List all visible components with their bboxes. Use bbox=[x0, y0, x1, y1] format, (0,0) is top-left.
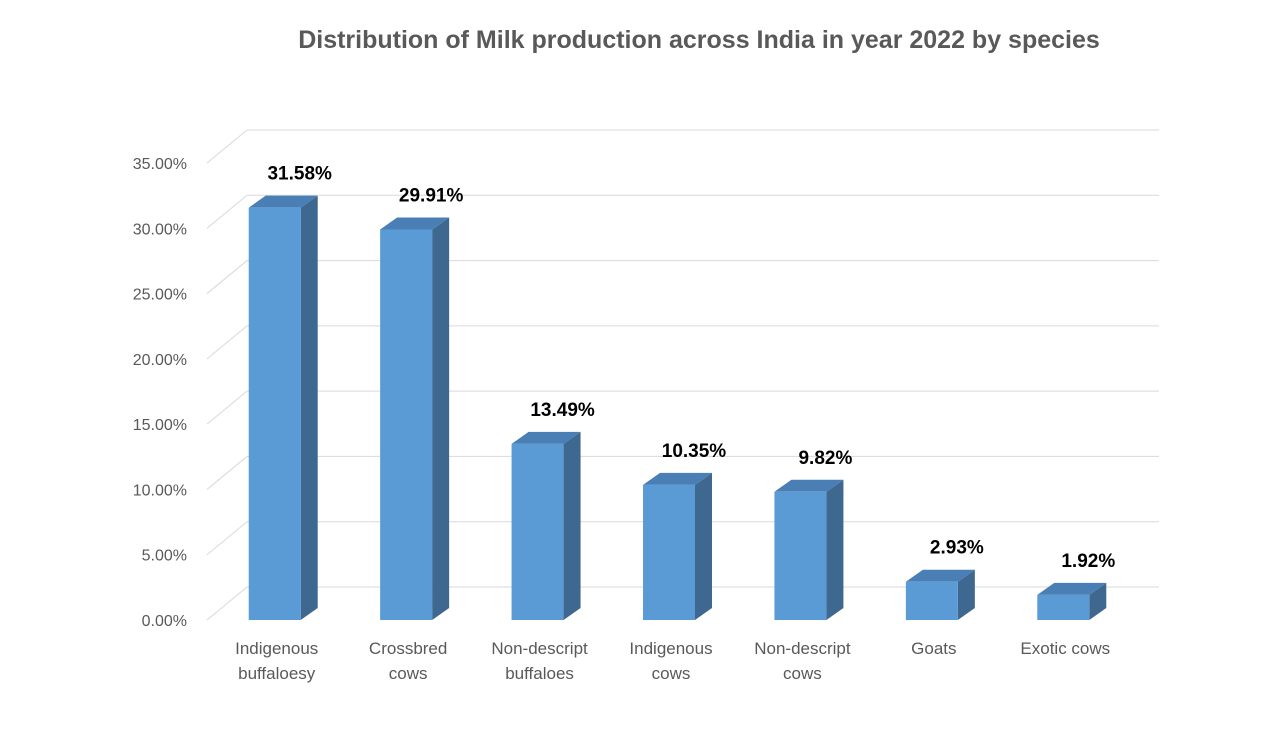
y-tick-label: 25.00% bbox=[133, 287, 187, 304]
y-tick-label: 15.00% bbox=[133, 417, 187, 434]
grid-diagonal bbox=[206, 129, 248, 164]
grid-diagonal bbox=[206, 194, 248, 229]
bar-top bbox=[511, 431, 581, 444]
bar-side bbox=[1089, 582, 1107, 620]
x-axis: Indigenous buffaloesy Crossbred cows Non-des… bbox=[235, 639, 1110, 683]
data-label: 31.58% bbox=[267, 164, 332, 185]
grid-diagonal bbox=[206, 521, 248, 556]
bar-front bbox=[248, 207, 301, 620]
y-tick-label: 0.00% bbox=[142, 613, 187, 630]
bar bbox=[380, 217, 450, 620]
bar bbox=[643, 472, 712, 620]
grid-diagonal bbox=[206, 260, 248, 294]
bar-front bbox=[905, 581, 958, 620]
x-tick-label: Indigenous cows bbox=[629, 639, 712, 683]
x-tick-label: Crossbred cows bbox=[369, 639, 447, 683]
bar-side bbox=[695, 472, 712, 620]
y-tick-label: 35.00% bbox=[133, 156, 187, 173]
grid-diagonal bbox=[206, 325, 248, 360]
bar bbox=[774, 479, 844, 620]
data-label: 1.92% bbox=[1061, 551, 1115, 572]
data-label: 10.35% bbox=[662, 441, 727, 462]
grid-diagonal bbox=[206, 456, 248, 490]
data-label: 2.93% bbox=[930, 538, 984, 559]
y-tick-label: 10.00% bbox=[133, 482, 187, 499]
x-tick-label: Indigenous buffaloesy bbox=[235, 639, 318, 683]
bar-front bbox=[774, 491, 827, 620]
y-tick-label: 30.00% bbox=[133, 221, 187, 238]
bar-top bbox=[905, 569, 975, 582]
bar-side bbox=[563, 431, 581, 620]
y-axis: 0.00% 5.00% 10.00% 15.00% 20.00% 25.00% 30.00%… bbox=[133, 156, 187, 630]
bars bbox=[248, 195, 1107, 620]
bar-front bbox=[380, 229, 433, 620]
bar bbox=[511, 431, 581, 620]
grid-diagonal bbox=[206, 390, 248, 425]
chart-title: Distribution of Milk production across I… bbox=[298, 26, 1100, 54]
x-tick-label: Non-descript cows bbox=[754, 639, 851, 683]
bar bbox=[905, 569, 975, 620]
data-labels: 31.58% 29.91% 13.49% 10.35% 9.82% 2.93% 1.92% bbox=[267, 164, 1115, 572]
y-tick-label: 20.00% bbox=[133, 352, 187, 369]
bar-front bbox=[511, 443, 564, 620]
x-tick-label: Exotic cows bbox=[1020, 639, 1110, 658]
x-tick-label: Non-descript buffaloes bbox=[491, 639, 588, 683]
grid-diagonal bbox=[206, 586, 248, 621]
bar-side bbox=[826, 479, 844, 620]
data-label: 13.49% bbox=[530, 400, 595, 421]
x-tick-label: Goats bbox=[911, 639, 956, 658]
bar-top bbox=[380, 217, 450, 230]
bar-top bbox=[643, 472, 712, 485]
bar-top bbox=[774, 479, 844, 492]
bar-top bbox=[1037, 582, 1107, 595]
data-label: 9.82% bbox=[798, 448, 852, 469]
bar-front bbox=[643, 484, 695, 620]
bar-side bbox=[300, 195, 318, 620]
bar-side bbox=[957, 569, 975, 620]
data-label: 29.91% bbox=[399, 185, 464, 206]
bar-front bbox=[1037, 594, 1090, 620]
y-tick-label: 5.00% bbox=[142, 548, 187, 565]
bar-top bbox=[248, 195, 318, 208]
bar bbox=[1037, 582, 1107, 620]
bar bbox=[248, 195, 318, 620]
bar-side bbox=[432, 217, 450, 620]
